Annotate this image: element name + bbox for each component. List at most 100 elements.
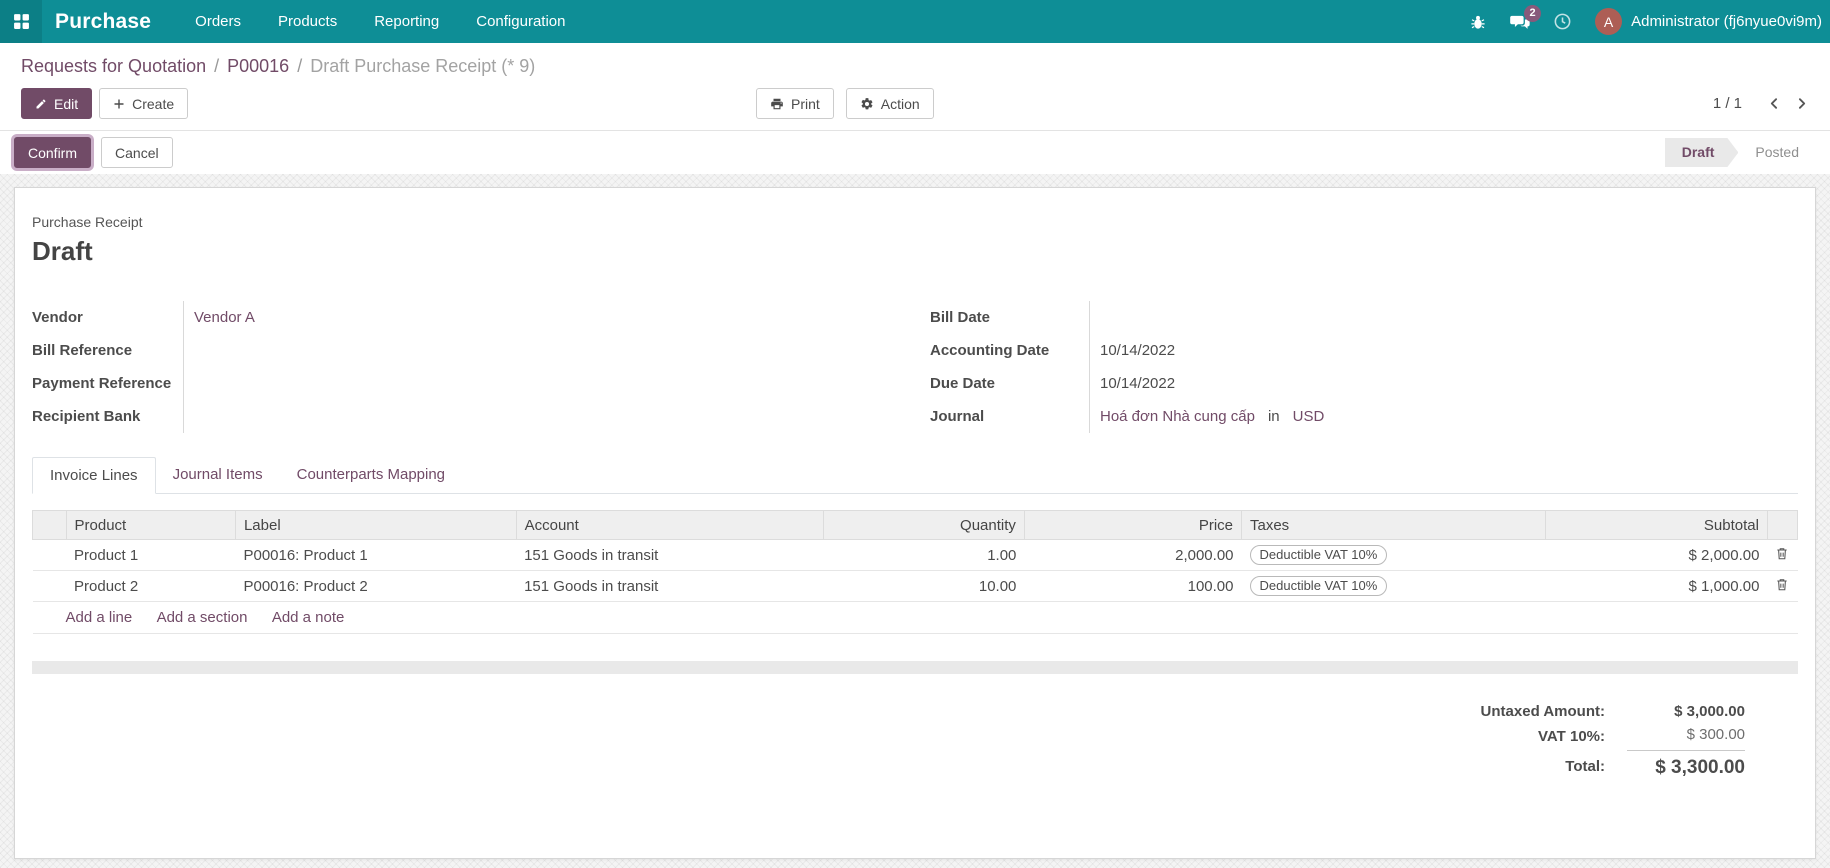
label-cell[interactable]: P00016: Product 2	[235, 570, 517, 602]
avatar: A	[1595, 8, 1623, 35]
control-panel: Requests for Quotation / P00016 / Draft Purc…	[0, 43, 1830, 130]
table-header-row: Product Label Account Quantity Price Tax…	[32, 510, 1799, 540]
breadcrumb-separator: /	[297, 56, 303, 76]
totals-block: Untaxed Amount: $ 3,000.00 VAT 10%: $ 30…	[32, 674, 1798, 782]
label-column-header[interactable]: Label	[234, 510, 517, 540]
add-a-note-link[interactable]: Add a note	[271, 609, 345, 626]
user-menu[interactable]: A Administrator (fj6nyue0vi9m)	[1595, 8, 1822, 35]
field-group-right: Bill Date Accounting Date Due Date Journ…	[930, 301, 1798, 433]
notification-badge: 2	[1524, 4, 1542, 22]
status-step-draft[interactable]: Draft	[1665, 138, 1739, 167]
bill-date-value[interactable]	[1100, 301, 1798, 334]
action-button[interactable]: Action	[845, 88, 934, 119]
account-column-header[interactable]: Account	[515, 510, 824, 540]
product-cell[interactable]: Product 1	[66, 539, 236, 571]
chevron-left-icon	[1768, 97, 1781, 110]
bill-date-label: Bill Date	[930, 309, 991, 326]
total-value: $ 3,300.00	[1627, 750, 1745, 782]
gear-icon	[860, 97, 874, 111]
product-column-header[interactable]: Product	[65, 510, 236, 540]
payment-reference-value[interactable]	[194, 367, 900, 400]
product-cell[interactable]: Product 2	[66, 570, 236, 602]
notebook-tabs: Invoice Lines Journal Items Counterparts…	[32, 457, 1798, 494]
document-state-title: Draft	[32, 236, 93, 266]
field-group-left: Vendor Bill Reference Payment Reference …	[32, 301, 900, 433]
label-cell[interactable]: P00016: Product 1	[235, 539, 517, 571]
untaxed-amount-label: Untaxed Amount:	[1480, 703, 1605, 720]
journal-label: Journal	[930, 408, 985, 425]
tab-journal-items[interactable]: Journal Items	[172, 466, 263, 483]
activities-icon[interactable]	[1553, 12, 1572, 31]
tax-badge: Deductible VAT 10%	[1249, 545, 1388, 565]
section-separator	[32, 661, 1798, 674]
status-step-posted[interactable]: Posted	[1755, 144, 1799, 160]
accounting-date-value[interactable]: 10/14/2022	[1100, 342, 1176, 359]
account-cell[interactable]: 151 Goods in transit	[516, 570, 824, 602]
confirm-button[interactable]: Confirm	[14, 137, 92, 168]
drag-handle-cell	[32, 570, 67, 602]
drag-handle-cell	[32, 539, 67, 571]
pager-previous-button[interactable]	[1766, 95, 1783, 112]
menu-item-orders[interactable]: Orders	[195, 13, 241, 30]
apps-menu-button[interactable]	[0, 0, 42, 43]
messages-icon[interactable]: 2	[1510, 4, 1542, 31]
apps-grid-icon	[13, 13, 30, 30]
quantity-column-header[interactable]: Quantity	[822, 510, 1025, 540]
total-label: Total:	[1565, 757, 1605, 775]
delete-line-button[interactable]	[1775, 577, 1789, 592]
bill-reference-value[interactable]	[194, 334, 900, 367]
add-a-section-link[interactable]: Add a section	[156, 609, 248, 626]
journal-infix: in	[1267, 408, 1280, 425]
vendor-value[interactable]: Vendor A	[194, 309, 255, 326]
chevron-right-icon	[1795, 97, 1808, 110]
top-navbar: Purchase Orders Products Reporting Confi…	[0, 0, 1830, 43]
account-cell[interactable]: 151 Goods in transit	[516, 539, 824, 571]
tax-badge: Deductible VAT 10%	[1249, 576, 1388, 596]
delete-line-button[interactable]	[1775, 546, 1789, 561]
edit-button[interactable]: Edit	[21, 88, 93, 119]
create-button[interactable]: Create	[99, 88, 189, 119]
table-row[interactable]: Product 2 P00016: Product 2 151 Goods in…	[32, 570, 1798, 602]
menu-item-products[interactable]: Products	[278, 13, 338, 30]
recipient-bank-value[interactable]	[194, 400, 900, 433]
accounting-date-label: Accounting Date	[930, 342, 1050, 359]
menu-item-configuration[interactable]: Configuration	[476, 13, 566, 30]
vat-value: $ 300.00	[1686, 726, 1745, 743]
status-widget: Draft Posted	[1665, 138, 1816, 167]
breadcrumb-p00016[interactable]: P00016	[227, 56, 290, 76]
vat-label: VAT 10%:	[1538, 728, 1605, 746]
subtotal-column-header[interactable]: Subtotal	[1544, 510, 1768, 540]
debug-icon[interactable]	[1469, 13, 1487, 31]
add-a-line-link[interactable]: Add a line	[65, 609, 133, 626]
cancel-button[interactable]: Cancel	[101, 137, 173, 168]
print-button[interactable]: Print	[756, 88, 834, 119]
price-column-header[interactable]: Price	[1023, 510, 1243, 540]
plus-icon	[113, 98, 125, 110]
price-cell[interactable]: 100.00	[1024, 570, 1242, 602]
statusbar-row: Confirm Cancel Draft Posted	[0, 130, 1830, 174]
table-row[interactable]: Product 1 P00016: Product 1 151 Goods in…	[32, 539, 1798, 571]
tab-counterparts-mapping[interactable]: Counterparts Mapping	[296, 466, 446, 483]
price-cell[interactable]: 2,000.00	[1024, 539, 1242, 571]
delete-column-header	[1766, 510, 1799, 540]
pager-value: 1 / 1	[1712, 95, 1742, 112]
taxes-column-header[interactable]: Taxes	[1241, 510, 1546, 540]
quantity-cell[interactable]: 1.00	[823, 539, 1025, 571]
app-brand[interactable]: Purchase	[55, 9, 152, 33]
tab-invoice-lines[interactable]: Invoice Lines	[32, 457, 156, 494]
breadcrumb-requests-for-quotation[interactable]: Requests for Quotation	[21, 56, 207, 76]
pager: 1 / 1	[1713, 95, 1810, 112]
main-menu: Orders Products Reporting Configuration	[195, 13, 565, 30]
subtotal-cell: $ 1,000.00	[1545, 570, 1768, 602]
due-date-value[interactable]: 10/14/2022	[1100, 375, 1176, 392]
recipient-bank-label: Recipient Bank	[32, 408, 141, 425]
document-type-label: Purchase Receipt	[32, 214, 143, 230]
menu-item-reporting[interactable]: Reporting	[374, 13, 440, 30]
breadcrumb-separator: /	[214, 56, 220, 76]
pager-next-button[interactable]	[1793, 95, 1810, 112]
journal-currency[interactable]: USD	[1292, 408, 1325, 425]
journal-value[interactable]: Hoá đơn Nhà cung cấp	[1100, 408, 1255, 425]
payment-reference-label: Payment Reference	[32, 375, 172, 392]
quantity-cell[interactable]: 10.00	[823, 570, 1025, 602]
subtotal-cell: $ 2,000.00	[1545, 539, 1768, 571]
